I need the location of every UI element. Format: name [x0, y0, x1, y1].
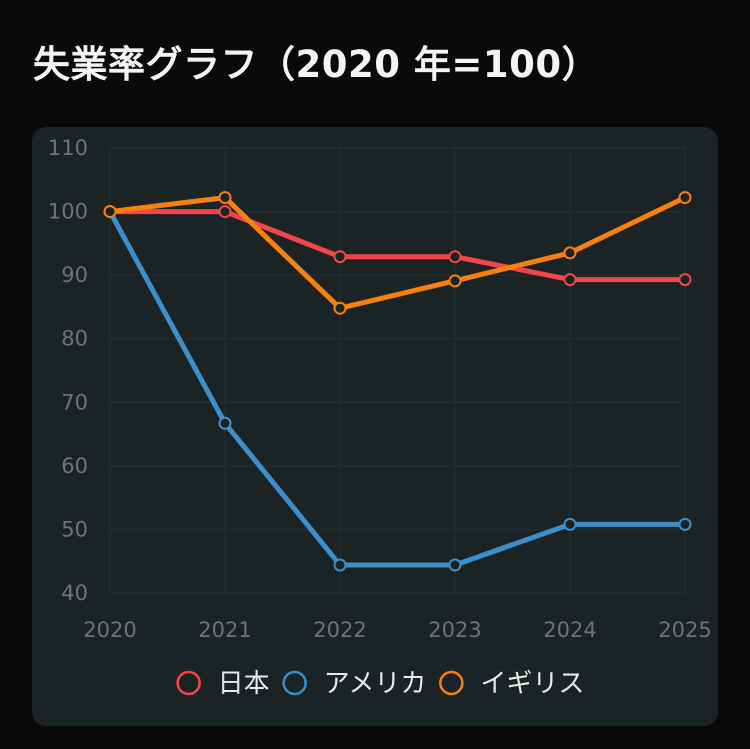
- series-line: [107, 209, 688, 568]
- y-tick-label: 40: [61, 581, 88, 605]
- legend-item[interactable]: アメリカ: [282, 669, 427, 699]
- data-point[interactable]: [678, 191, 692, 205]
- y-tick-label: 90: [61, 263, 88, 287]
- x-tick-label: 2021: [198, 618, 251, 642]
- data-point[interactable]: [678, 517, 692, 531]
- legend-marker: [282, 670, 307, 696]
- data-point[interactable]: [448, 274, 462, 288]
- x-tick-label: 2025: [658, 618, 711, 642]
- y-tick-label: 110: [48, 136, 88, 160]
- series-0: [103, 205, 692, 287]
- legend-marker: [439, 670, 464, 696]
- x-tick-label: 2020: [83, 618, 136, 642]
- x-tick-label: 2024: [543, 618, 596, 642]
- legend: 日本 アメリカ イギリス: [176, 669, 584, 699]
- x-tick-label: 2022: [313, 618, 366, 642]
- page-title: 失業率グラフ（2020 年=100）: [33, 43, 600, 86]
- data-point[interactable]: [563, 246, 577, 260]
- legend-item[interactable]: 日本: [176, 669, 270, 699]
- y-tick-label: 100: [48, 200, 88, 224]
- data-point[interactable]: [678, 273, 692, 287]
- legend-label: イギリス: [480, 669, 584, 699]
- y-tick-label: 60: [61, 454, 88, 478]
- series-line: [107, 209, 688, 283]
- data-point[interactable]: [333, 301, 347, 315]
- data-point[interactable]: [103, 205, 117, 219]
- series-line: [107, 195, 688, 311]
- series-2: [103, 191, 692, 315]
- y-tick-label: 80: [61, 327, 88, 351]
- data-point[interactable]: [448, 558, 462, 572]
- legend-label: アメリカ: [324, 669, 427, 699]
- data-point[interactable]: [218, 191, 232, 205]
- y-tick-label: 70: [61, 390, 88, 414]
- legend-item[interactable]: イギリス: [439, 669, 584, 699]
- series-1: [103, 205, 692, 572]
- legend-label: 日本: [218, 669, 270, 699]
- data-point[interactable]: [563, 273, 577, 287]
- data-point[interactable]: [563, 517, 577, 531]
- x-tick-label: 2023: [428, 618, 481, 642]
- x-axis-tick-labels: 2020 2021 2022 2023 2024 2025: [83, 618, 711, 642]
- data-point[interactable]: [218, 205, 232, 219]
- y-axis-tick-labels: 40 50 60 70 80 90 100 110: [48, 136, 88, 605]
- chart-card: [32, 127, 718, 726]
- data-point[interactable]: [218, 416, 232, 430]
- series-lines: [103, 191, 692, 572]
- y-tick-label: 50: [61, 517, 88, 541]
- data-point[interactable]: [448, 250, 462, 264]
- data-point[interactable]: [333, 558, 347, 572]
- grid-lines: [109, 147, 686, 594]
- legend-marker: [176, 670, 201, 696]
- data-point[interactable]: [333, 250, 347, 264]
